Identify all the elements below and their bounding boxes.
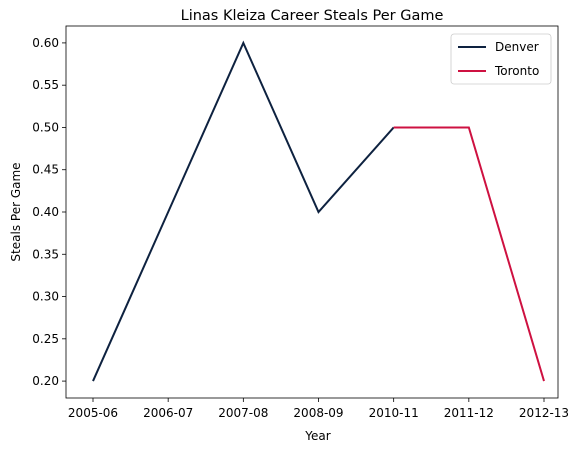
y-axis-label: Steals Per Game (9, 162, 23, 261)
x-axis-label: Year (304, 429, 330, 443)
legend-label-toronto: Toronto (494, 64, 539, 78)
legend: Denver Toronto (450, 33, 552, 85)
y-tick-label: 0.30 (32, 290, 59, 304)
y-tick-label: 0.50 (32, 120, 59, 134)
y-axis-ticks: 0.20 0.25 0.30 0.35 0.40 0.45 0.50 0.55 0.60 (32, 36, 66, 388)
x-tick-label: 2005-06 (68, 406, 118, 420)
y-tick-label: 0.55 (32, 78, 59, 92)
x-tick-label: 2010-11 (369, 406, 419, 420)
chart-title: Linas Kleiza Career Steals Per Game (181, 8, 444, 24)
y-tick-label: 0.35 (32, 247, 59, 261)
series-lines (92, 40, 545, 382)
x-axis-ticks: 2005-06 2006-07 2007-08 2008-09 2010-11 2011-… (68, 398, 569, 420)
x-tick-label: 2012-13 (519, 406, 569, 420)
y-tick-label: 0.60 (32, 36, 59, 50)
x-tick-label: 2008-09 (293, 406, 343, 420)
y-tick-label: 0.45 (32, 163, 59, 177)
y-tick-label: 0.40 (32, 205, 59, 219)
y-tick-label: 0.25 (32, 332, 59, 346)
x-tick-label: 2007-08 (218, 406, 268, 420)
legend-label-denver: Denver (495, 40, 539, 54)
x-tick-label: 2006-07 (143, 406, 193, 420)
y-tick-label: 0.20 (32, 374, 59, 388)
series-line-toronto (393, 126, 545, 382)
series-line-denver (92, 40, 395, 382)
x-tick-label: 2011-12 (444, 406, 494, 420)
